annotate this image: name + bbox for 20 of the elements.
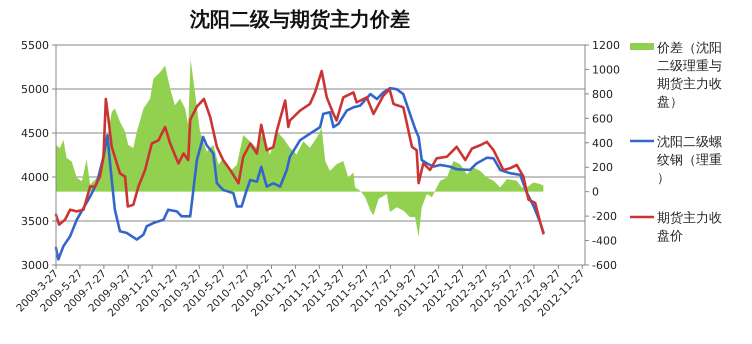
y2-tick-label: -200 [592,210,617,224]
y-tick-label: 4500 [21,127,49,140]
y2-tick-label: 0 [592,186,599,199]
y-tick-label: 5500 [21,39,49,52]
legend-label: 价差（沈阳二级理重与期货主力收盘） [656,41,722,110]
y-tick-label: 5000 [21,83,49,96]
y2-tick-label: 1200 [592,39,620,52]
y2-tick-label: 600 [592,112,613,126]
y-tick-label: 4000 [21,171,49,184]
y2-tick-label: -600 [592,259,617,272]
y2-tick-label: 1000 [592,63,620,76]
chart-title: 沈阳二级与期货主力价差 [189,7,410,31]
y2-tick-label: -400 [592,234,617,248]
y-tick-label: 3000 [21,259,49,272]
y2-tick-label: 800 [592,88,613,101]
legend-label: 沈阳二级螺纹钢（理重） [657,135,722,186]
y-tick-label: 3500 [21,215,49,228]
y2-tick-label: 200 [592,161,613,174]
legend-label: 期货主力收盘价 [657,210,722,244]
y2-tick-label: 400 [592,136,613,150]
